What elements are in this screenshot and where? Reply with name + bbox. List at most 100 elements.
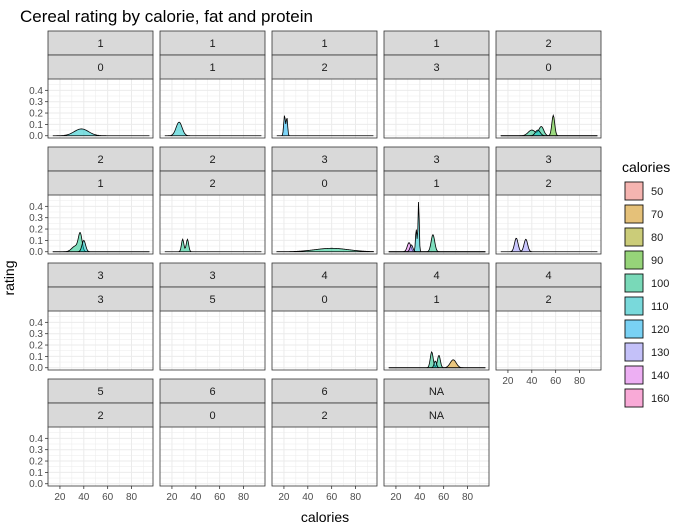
facet-strip-top-label: 1 [97, 38, 103, 50]
legend-key [624, 319, 644, 339]
facet-panel: 4 2 20 40 60 80 [495, 262, 602, 387]
facet-strip-top-label: 5 [97, 386, 103, 398]
legend-key [624, 342, 644, 362]
facet-strip-bottom-label: 1 [433, 178, 439, 190]
y-tick-label: 0.0 [29, 247, 43, 258]
x-tick-label: 80 [238, 492, 250, 503]
facet-strip-top-label: 3 [209, 270, 215, 282]
y-tick-label: 0.2 [29, 225, 43, 236]
facet-strip-top [271, 146, 378, 172]
y-tick-label: 0.2 [29, 109, 43, 120]
x-tick-label: 40 [526, 376, 538, 387]
legend-label: 90 [651, 255, 663, 267]
facet-strip-top-label: 4 [433, 270, 439, 282]
panel-border [159, 78, 266, 139]
facet-strip-bottom [271, 54, 378, 80]
panel-background [160, 311, 265, 370]
facet-strip-bottom [495, 54, 602, 80]
y-tick-label: 0.2 [29, 341, 43, 352]
facet-strip-top-label: 6 [321, 386, 327, 398]
legend: calories 50 70 80 90 100 110 120 130 140 160 [622, 159, 670, 408]
facet-strip-top [271, 262, 378, 288]
panel-background [384, 195, 489, 254]
facet-strip-bottom [383, 170, 490, 196]
y-tick-label: 0.1 [29, 352, 43, 363]
facet-strip-bottom-label: NA [429, 410, 445, 422]
facet-strip-bottom-label: 3 [97, 294, 103, 306]
x-tick-label: 20 [502, 376, 514, 387]
facet-strip-top-label: 4 [545, 270, 551, 282]
facet-strip-bottom [47, 170, 154, 196]
facet-strip-bottom-label: 2 [321, 62, 327, 74]
y-tick-label: 0.1 [29, 120, 43, 131]
panel-background [272, 311, 377, 370]
panel-border [383, 426, 490, 487]
panel-border [271, 310, 378, 371]
facet-strip-top-label: 3 [433, 154, 439, 166]
y-tick-label: 0.0 [29, 479, 43, 490]
facet-strip-bottom-label: 2 [545, 178, 551, 190]
panel-background [48, 427, 153, 486]
facet-strip-top-label: 1 [321, 38, 327, 50]
panel-border [495, 310, 602, 371]
panel-background [496, 195, 601, 254]
facet-strip-top [495, 262, 602, 288]
density-area-110 [164, 121, 262, 137]
x-tick-label: 60 [102, 492, 114, 503]
facet-strip-bottom-label: 1 [209, 62, 215, 74]
x-tick-label: 60 [214, 492, 226, 503]
facet-panel: 31 [383, 146, 490, 255]
facet-strip-bottom-label: 2 [97, 410, 103, 422]
facet-panel: 32 [495, 146, 602, 255]
legend-label: 100 [651, 278, 669, 290]
facet-strip-bottom [159, 402, 266, 428]
panel-border [383, 78, 490, 139]
density-area-110 [388, 360, 486, 369]
facet-strip-top-label: 1 [433, 38, 439, 50]
panel-border [383, 194, 490, 255]
y-tick-label: 0.2 [29, 457, 43, 468]
facet-strip-top-label: 2 [545, 38, 551, 50]
y-tick-label: 0.4 [29, 202, 43, 213]
facet-strip-top [271, 378, 378, 404]
legend-title: calories [622, 159, 670, 175]
panel-border [47, 78, 154, 139]
panel-border [495, 194, 602, 255]
facet-strip-bottom-label: 0 [545, 62, 551, 74]
facet-strip-bottom-label: 0 [209, 410, 215, 422]
panel-background [48, 195, 153, 254]
y-tick-label: 0.0 [29, 131, 43, 142]
x-tick-label: 40 [414, 492, 426, 503]
facet-strip-top [47, 146, 154, 172]
facet-panel: 13 [383, 30, 490, 139]
facet-strip-top-label: 2 [209, 154, 215, 166]
density-area-130 [388, 244, 486, 253]
y-axis-label: rating [1, 260, 17, 295]
facet-strip-bottom [159, 286, 266, 312]
y-tick-label: 0.3 [29, 213, 43, 224]
panel-background [272, 427, 377, 486]
legend-label: 50 [651, 186, 663, 198]
facet-panel: 41 [383, 262, 490, 371]
facet-strip-bottom-label: 1 [433, 294, 439, 306]
legend-label: 140 [651, 370, 669, 382]
legend-label: 130 [651, 347, 669, 359]
facet-strip-top [383, 262, 490, 288]
y-tick-label: 0.1 [29, 468, 43, 479]
panel-border [47, 310, 154, 371]
legend-key [624, 204, 644, 224]
facet-strip-top-label: 3 [97, 270, 103, 282]
legend-label: 80 [651, 232, 663, 244]
x-tick-label: 80 [574, 376, 586, 387]
density-area-100 [276, 247, 374, 253]
facet-strip-bottom-label: 5 [209, 294, 215, 306]
facet-strip-bottom-label: 3 [433, 62, 439, 74]
facet-strip-top-label: 3 [321, 154, 327, 166]
density-area-130 [500, 237, 598, 253]
panel-border [159, 426, 266, 487]
x-tick-label: 60 [438, 492, 450, 503]
facet-strip-top [383, 378, 490, 404]
facet-strip-top-label: 3 [545, 154, 551, 166]
facet-panel: 6 2 20 40 60 80 [271, 378, 378, 503]
